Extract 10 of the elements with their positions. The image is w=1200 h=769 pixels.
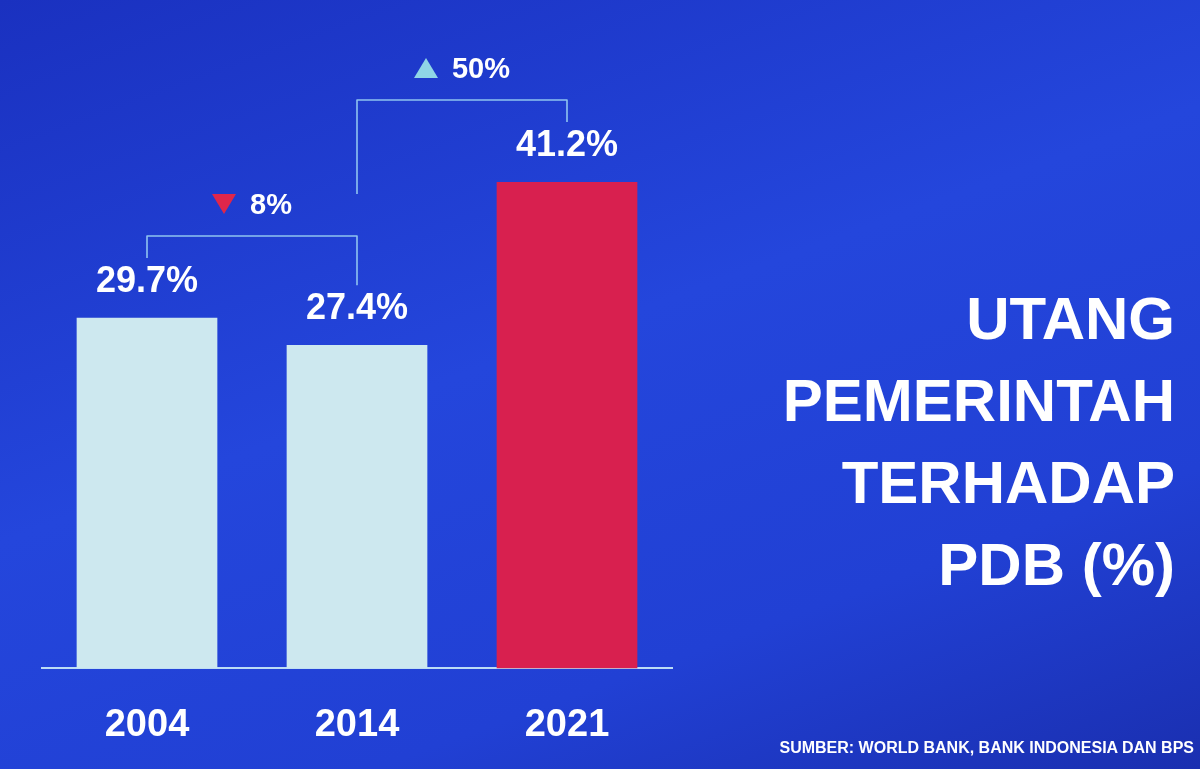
- text: SUMBER: WORLD BANK, BANK INDONESIA DAN BPS: [779, 739, 1194, 757]
- data-label: 29.7%: [95, 258, 199, 300]
- data-label: 41.2%: [515, 122, 619, 164]
- x-tick-label: 2021: [524, 701, 610, 744]
- x-tick-label: 2014: [314, 701, 400, 744]
- text: UTANG PEMERINTAH TERHADAP PDB (%): [781, 284, 1175, 600]
- annotation: 8%: [250, 186, 292, 221]
- x-tick-label: 2004: [104, 701, 190, 744]
- text: 50%: [451, 51, 511, 85]
- data-label: 27.4%: [305, 285, 409, 327]
